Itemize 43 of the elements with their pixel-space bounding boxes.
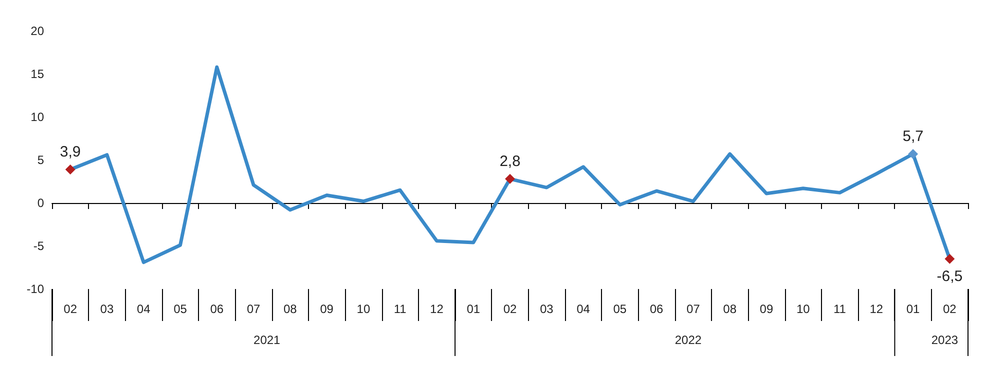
x-tick-label: 08 bbox=[723, 302, 737, 316]
y-tick-label: 15 bbox=[30, 67, 44, 81]
x-tick-label: 06 bbox=[650, 302, 664, 316]
x-tick-label: 02 bbox=[503, 302, 517, 316]
x-tick-label: 12 bbox=[870, 302, 884, 316]
x-tick-label: 02 bbox=[64, 302, 78, 316]
y-tick-label: 0 bbox=[37, 196, 44, 210]
x-tick-label: 09 bbox=[320, 302, 334, 316]
text: 2022 bbox=[674, 333, 702, 347]
x-tick-label: 12 bbox=[430, 302, 444, 316]
x-tick-label: 06 bbox=[210, 302, 224, 316]
y-tick-label: -5 bbox=[33, 239, 44, 253]
point bbox=[505, 174, 515, 184]
x-tick-label: 05 bbox=[613, 302, 627, 316]
x-tick-label: 05 bbox=[174, 302, 188, 316]
x-tick-label: 03 bbox=[540, 302, 554, 316]
x-tick-label: 04 bbox=[136, 302, 151, 316]
data-label: 3,9 bbox=[60, 143, 81, 160]
x-tick-label: 02 bbox=[943, 302, 957, 316]
data-label: 2,8 bbox=[500, 152, 520, 170]
x-tick-label: 11 bbox=[834, 302, 846, 316]
y-tick-label: -10 bbox=[26, 282, 44, 296]
x-tick-label: 09 bbox=[760, 302, 774, 316]
x-tick-label: 10 bbox=[356, 302, 370, 316]
text: 2021 bbox=[254, 333, 281, 347]
y-tick-label: 5 bbox=[37, 153, 44, 167]
data-label: -6,5 bbox=[936, 268, 963, 285]
x-tick-label: 07 bbox=[686, 302, 700, 316]
y-tick-label: 20 bbox=[30, 24, 44, 38]
x-tick-label: 07 bbox=[246, 302, 261, 316]
data-label: 5,7 bbox=[902, 128, 924, 145]
point bbox=[908, 148, 918, 159]
x-tick-label: 03 bbox=[100, 302, 114, 316]
x-tick-label: 08 bbox=[283, 302, 298, 316]
x-tick-label: 04 bbox=[576, 302, 590, 316]
x-tick-label: 11 bbox=[394, 302, 407, 316]
point bbox=[65, 164, 76, 174]
point bbox=[944, 254, 955, 264]
y-tick-label: 10 bbox=[30, 110, 44, 124]
text: 2023 bbox=[931, 333, 958, 347]
x-tick-label: 10 bbox=[796, 302, 810, 316]
x-tick-label: 01 bbox=[466, 302, 480, 316]
x-tick-label: 01 bbox=[906, 302, 920, 316]
